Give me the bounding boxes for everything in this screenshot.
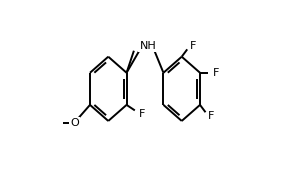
Text: NH: NH <box>139 41 156 51</box>
Text: O: O <box>70 118 79 128</box>
Text: F: F <box>208 111 215 121</box>
Text: F: F <box>139 109 145 119</box>
Text: F: F <box>190 41 196 51</box>
Text: F: F <box>213 68 219 78</box>
